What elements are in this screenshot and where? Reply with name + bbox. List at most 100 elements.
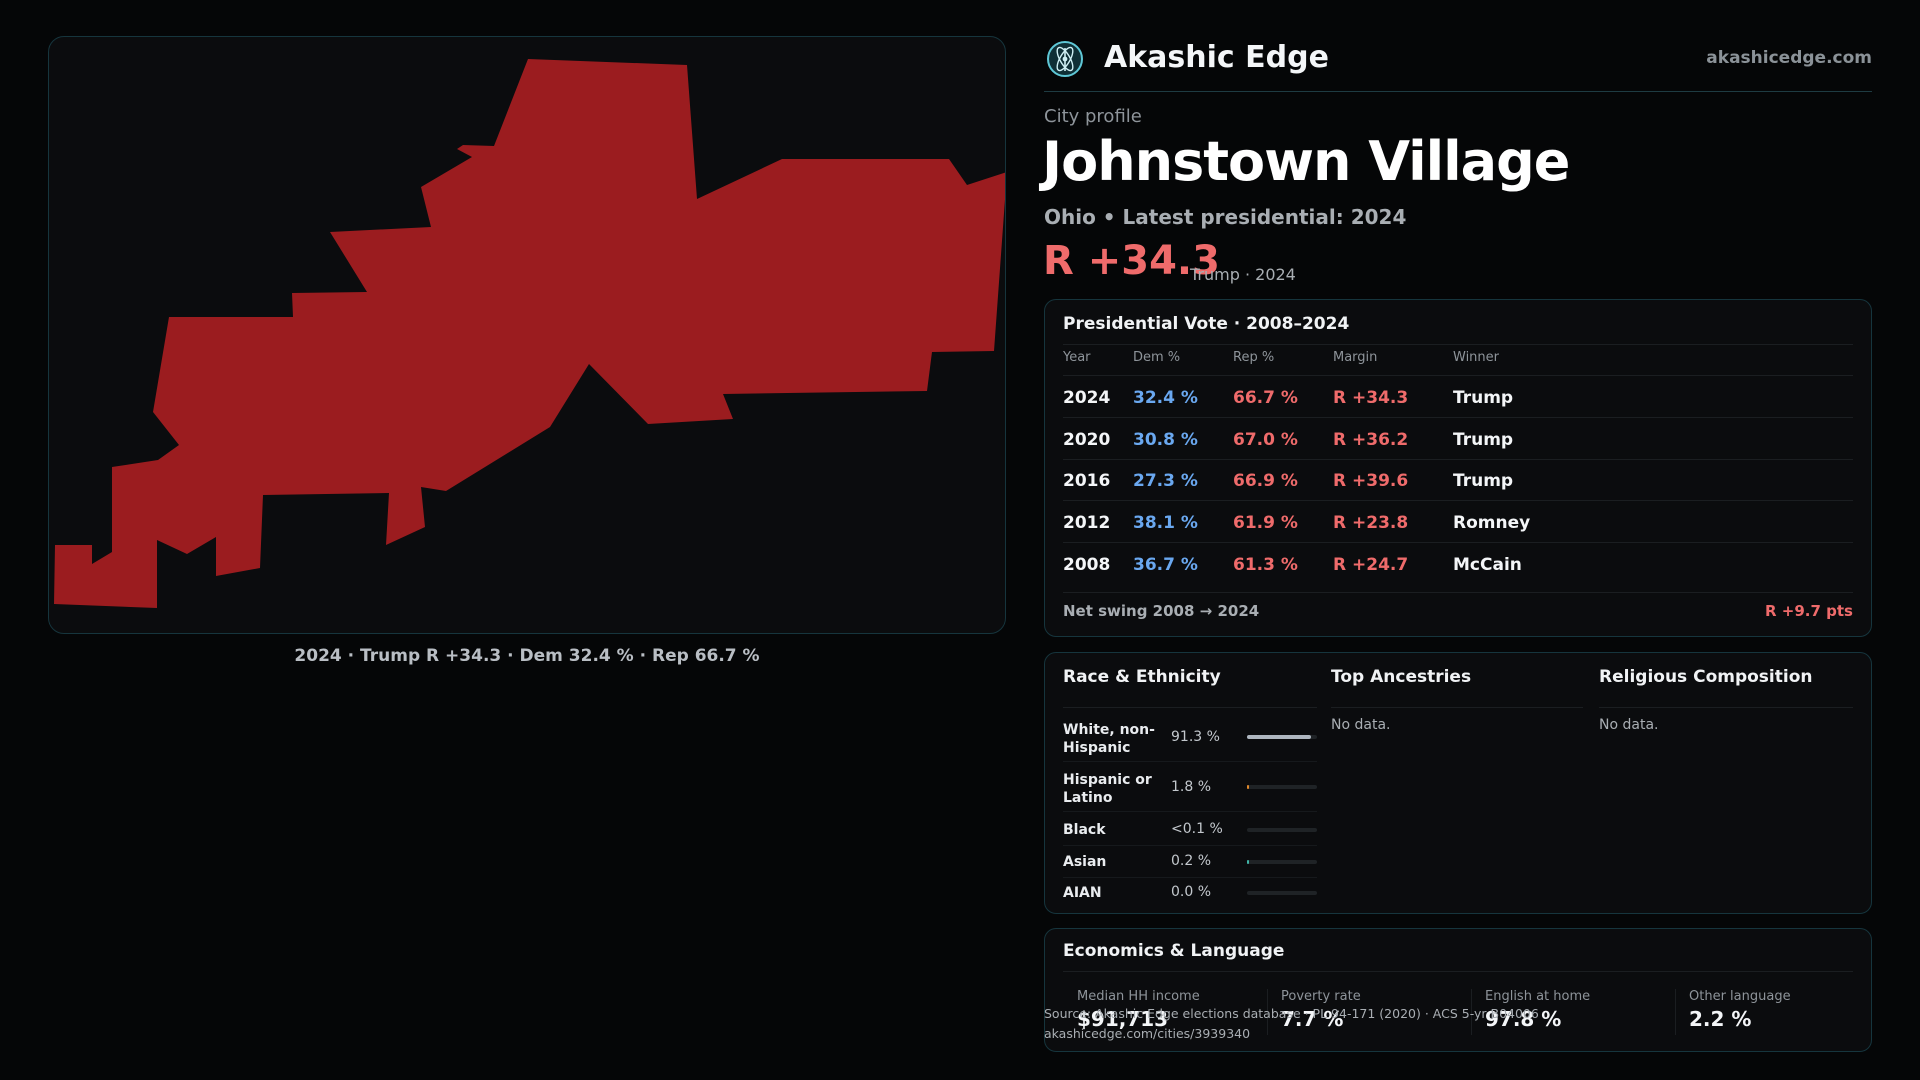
row-divider bbox=[1063, 877, 1317, 878]
ancestries-empty: No data. bbox=[1331, 717, 1391, 733]
race-value: 1.8 % bbox=[1171, 779, 1212, 795]
race-bar-fill bbox=[1247, 785, 1249, 789]
row-margin: R +36.2 bbox=[1333, 430, 1409, 450]
header-margin: Margin bbox=[1333, 350, 1378, 365]
stat-value: 7.7 % bbox=[1281, 1007, 1344, 1031]
race-label: Hispanic or Latino bbox=[1063, 772, 1152, 806]
header-rep: Rep % bbox=[1233, 350, 1275, 365]
stat-value: 2.2 % bbox=[1689, 1007, 1752, 1031]
row-margin: R +34.3 bbox=[1333, 388, 1409, 408]
table-row[interactable]: 2020 30.8 % 67.0 % R +36.2 Trump bbox=[1045, 418, 1871, 460]
brand-url-link[interactable]: akashicedge.com bbox=[1706, 48, 1872, 68]
table-row[interactable]: 2016 27.3 % 66.9 % R +39.6 Trump bbox=[1045, 459, 1871, 501]
row-winner: Romney bbox=[1453, 513, 1531, 533]
stat-label: Median HH income bbox=[1077, 989, 1200, 1004]
demographics-card: Race & Ethnicity White, non-Hispanic 91.… bbox=[1044, 652, 1872, 914]
race-bar-track bbox=[1247, 860, 1317, 864]
row-rep: 61.9 % bbox=[1233, 513, 1298, 533]
stat-label: Other language bbox=[1689, 989, 1791, 1004]
religious-composition-title: Religious Composition bbox=[1599, 667, 1813, 687]
row-dem: 30.8 % bbox=[1133, 430, 1198, 450]
section-divider bbox=[1331, 707, 1583, 708]
header-year: Year bbox=[1063, 350, 1091, 365]
city-boundary-map[interactable] bbox=[49, 37, 1006, 634]
race-bar-track bbox=[1247, 735, 1317, 739]
race-value: 0.0 % bbox=[1171, 884, 1212, 900]
stat-divider bbox=[1267, 989, 1268, 1035]
race-bar-track bbox=[1247, 891, 1317, 895]
page-title: Johnstown Village bbox=[1042, 130, 1570, 193]
top-ancestries-title: Top Ancestries bbox=[1331, 667, 1472, 687]
row-dem: 27.3 % bbox=[1133, 471, 1198, 491]
race-value: 91.3 % bbox=[1171, 729, 1220, 745]
row-winner: Trump bbox=[1453, 388, 1514, 408]
swing-divider bbox=[1063, 592, 1853, 593]
source-footer: Source: Akashic Edge elections database … bbox=[1044, 1004, 1539, 1044]
latest-margin-note: Trump · 2024 bbox=[1190, 265, 1296, 284]
row-margin: R +24.7 bbox=[1333, 555, 1409, 575]
race-bar-fill bbox=[1247, 860, 1249, 864]
table-row[interactable]: 2008 36.7 % 61.3 % R +24.7 McCain bbox=[1045, 543, 1871, 585]
race-label: Asian bbox=[1063, 854, 1107, 870]
race-ethnicity-title: Race & Ethnicity bbox=[1063, 667, 1221, 687]
source-url-link[interactable]: akashicedge.com/cities/3939340 bbox=[1044, 1026, 1251, 1041]
row-year: 2008 bbox=[1063, 555, 1111, 575]
row-dem: 38.1 % bbox=[1133, 513, 1198, 533]
row-dem: 32.4 % bbox=[1133, 388, 1198, 408]
row-rep: 66.9 % bbox=[1233, 471, 1298, 491]
row-divider bbox=[1063, 417, 1853, 418]
race-ethnicity-section: Race & Ethnicity White, non-Hispanic 91.… bbox=[1063, 667, 1317, 907]
race-label: White, non-Hispanic bbox=[1063, 722, 1155, 756]
row-rep: 66.7 % bbox=[1233, 388, 1298, 408]
row-winner: Trump bbox=[1453, 430, 1514, 450]
economics-language-card: Economics & Language Median HH income $9… bbox=[1044, 928, 1872, 1052]
row-divider bbox=[1063, 845, 1317, 846]
header-divider bbox=[1044, 91, 1872, 92]
header-winner: Winner bbox=[1453, 350, 1500, 365]
atom-tree-logo-icon[interactable] bbox=[1046, 40, 1084, 82]
city-boundary-shape[interactable] bbox=[54, 59, 1006, 608]
section-divider bbox=[1063, 707, 1317, 708]
table-row[interactable]: 2012 38.1 % 61.9 % R +23.8 Romney bbox=[1045, 501, 1871, 543]
stat-value: $91,713 bbox=[1077, 1007, 1169, 1031]
brand-header: Akashic Edge akashicedge.com bbox=[1044, 38, 1872, 86]
race-bar-fill bbox=[1247, 735, 1311, 739]
source-citation: Source: Akashic Edge elections database … bbox=[1044, 1006, 1539, 1021]
race-bar-track bbox=[1247, 785, 1317, 789]
race-label: Black bbox=[1063, 822, 1106, 838]
header-dem: Dem % bbox=[1133, 350, 1181, 365]
brand-name: Akashic Edge bbox=[1104, 40, 1329, 75]
row-rep: 61.3 % bbox=[1233, 555, 1298, 575]
race-label: AIAN bbox=[1063, 885, 1102, 901]
stat-value: 97.8 % bbox=[1485, 1007, 1562, 1031]
section-divider bbox=[1599, 707, 1853, 708]
net-swing-label: Net swing 2008 → 2024 bbox=[1063, 602, 1260, 620]
economics-language-title: Economics & Language bbox=[1063, 941, 1285, 961]
presidential-vote-title: Presidential Vote · 2008–2024 bbox=[1063, 314, 1350, 334]
row-margin: R +23.8 bbox=[1333, 513, 1409, 533]
top-ancestries-section: Top Ancestries No data. bbox=[1331, 667, 1583, 767]
stat-divider bbox=[1675, 989, 1676, 1035]
race-bar-track bbox=[1247, 828, 1317, 832]
row-year: 2024 bbox=[1063, 388, 1111, 408]
row-winner: McCain bbox=[1453, 555, 1522, 575]
row-year: 2012 bbox=[1063, 513, 1111, 533]
row-year: 2020 bbox=[1063, 430, 1111, 450]
row-year: 2016 bbox=[1063, 471, 1111, 491]
table-row[interactable]: 2024 32.4 % 66.7 % R +34.3 Trump bbox=[1045, 376, 1871, 418]
row-divider bbox=[1063, 459, 1853, 460]
card-divider bbox=[1063, 971, 1853, 972]
row-margin: R +39.6 bbox=[1333, 471, 1409, 491]
card-divider bbox=[1063, 344, 1853, 345]
religion-empty: No data. bbox=[1599, 717, 1659, 733]
race-value: 0.2 % bbox=[1171, 853, 1212, 869]
net-swing-value: R +9.7 pts bbox=[1765, 602, 1853, 620]
latest-margin: R +34.3 bbox=[1043, 238, 1220, 284]
map-panel[interactable] bbox=[48, 36, 1006, 634]
stat-label: English at home bbox=[1485, 989, 1591, 1004]
row-dem: 36.7 % bbox=[1133, 555, 1198, 575]
row-divider bbox=[1063, 761, 1317, 762]
row-divider bbox=[1063, 500, 1853, 501]
race-value: <0.1 % bbox=[1171, 821, 1223, 837]
stat-label: Poverty rate bbox=[1281, 989, 1361, 1004]
